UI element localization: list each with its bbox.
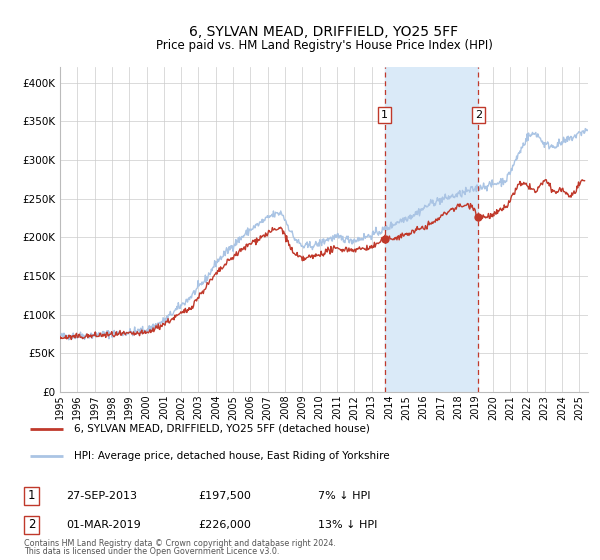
Text: HPI: Average price, detached house, East Riding of Yorkshire: HPI: Average price, detached house, East… — [74, 451, 389, 461]
Text: £197,500: £197,500 — [198, 491, 251, 501]
Text: Price paid vs. HM Land Registry's House Price Index (HPI): Price paid vs. HM Land Registry's House … — [155, 39, 493, 52]
Text: 1: 1 — [28, 489, 35, 502]
Text: £226,000: £226,000 — [198, 520, 251, 530]
Text: 6, SYLVAN MEAD, DRIFFIELD, YO25 5FF (detached house): 6, SYLVAN MEAD, DRIFFIELD, YO25 5FF (det… — [74, 424, 370, 434]
Text: 6, SYLVAN MEAD, DRIFFIELD, YO25 5FF: 6, SYLVAN MEAD, DRIFFIELD, YO25 5FF — [190, 25, 458, 39]
Bar — [385, 67, 478, 392]
Text: Contains HM Land Registry data © Crown copyright and database right 2024.: Contains HM Land Registry data © Crown c… — [24, 539, 336, 548]
Text: 27-SEP-2013: 27-SEP-2013 — [66, 491, 137, 501]
Text: 13% ↓ HPI: 13% ↓ HPI — [318, 520, 377, 530]
Text: This data is licensed under the Open Government Licence v3.0.: This data is licensed under the Open Gov… — [24, 547, 280, 556]
Text: 2: 2 — [28, 518, 35, 531]
Text: 7% ↓ HPI: 7% ↓ HPI — [318, 491, 371, 501]
Text: 1: 1 — [381, 110, 388, 120]
Text: 2: 2 — [475, 110, 482, 120]
Text: 01-MAR-2019: 01-MAR-2019 — [66, 520, 141, 530]
